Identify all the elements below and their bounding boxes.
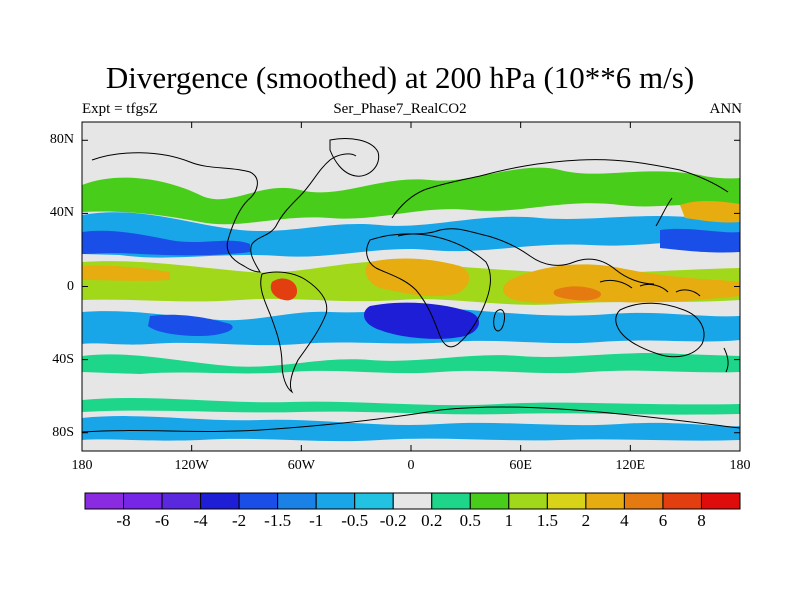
coastline-antarctica [82, 406, 740, 433]
case-label: Ser_Phase7_RealCO2 [333, 101, 467, 117]
band-red-indian [553, 286, 601, 301]
x-tick-label: 120E [615, 458, 646, 473]
colorbar-swatch [623, 492, 664, 510]
y-tick-label: 40S [52, 351, 74, 367]
x-tick-label: 60E [509, 458, 532, 473]
colorbar-swatch [238, 492, 279, 510]
coastline-africa [366, 233, 491, 348]
colorbar-label: 6 [658, 511, 668, 530]
colorbar-label: -6 [154, 511, 170, 530]
band-deepblue-atlantic [364, 302, 480, 339]
coastline-south-america [260, 271, 328, 394]
colorbar [84, 492, 741, 510]
colorbar-label: -0.2 [379, 511, 407, 530]
band-red-southamerica [270, 278, 298, 301]
coastline-japan [655, 197, 673, 227]
coastline-greenland [329, 138, 380, 177]
band-deepblue-north [82, 230, 250, 256]
colorbar-swatch [277, 492, 317, 510]
band-yellow-northeast [680, 201, 740, 223]
colorbar-swatch [585, 492, 625, 510]
coastline-madagascar [493, 309, 505, 332]
band-green-south [82, 353, 740, 374]
colorbar-label: 0.5 [459, 511, 481, 530]
band-green-north [82, 167, 740, 225]
y-tick-label: 0 [67, 278, 74, 294]
band-blue-antarctic [82, 416, 740, 442]
band-orange-africa [365, 258, 470, 297]
y-tick-label: 80N [49, 132, 74, 148]
colorbar-label: 8 [697, 511, 706, 530]
colorbar-label: 1.5 [536, 511, 558, 530]
band-deepblue-pacific [148, 314, 233, 336]
colorbar-swatch [123, 492, 163, 510]
coastline-north-america [91, 152, 357, 273]
colorbar-swatch [662, 492, 702, 510]
colorbar-swatch [315, 492, 356, 510]
colorbar-label: -8 [116, 511, 131, 530]
coastline-indonesia [599, 279, 701, 297]
band-deepblue-north-east [660, 228, 740, 253]
x-tick-label: 60W [287, 458, 315, 473]
colorbar-swatch [431, 492, 471, 510]
colorbar-swatch [546, 492, 587, 510]
axis-ticks [81, 122, 741, 451]
colorbar-label: -4 [193, 511, 208, 530]
plot-title: Divergence (smoothed) at 200 hPa (10**6 … [105, 60, 695, 95]
colorbar-swatch [469, 492, 510, 510]
x-tick-label: 120W [174, 458, 209, 473]
colorbar-swatch [392, 492, 433, 510]
colorbar-swatch [508, 492, 548, 510]
colorbar-swatch [200, 492, 240, 510]
colorbar-label: 0.2 [421, 511, 443, 530]
colorbar-label: 1 [504, 511, 514, 530]
colorbar-swatch [161, 492, 202, 510]
x-tick-label: 180 [729, 458, 751, 473]
colorbar-label: -1 [309, 511, 324, 530]
x-tick-label: 180 [71, 458, 93, 473]
colorbar-swatch [354, 492, 394, 510]
band-orange-pacific [82, 265, 170, 281]
y-tick-label: 80S [52, 424, 74, 440]
colorbar-swatch [84, 492, 125, 510]
x-tick-label: 0 [407, 458, 415, 473]
colorbar-swatch [700, 492, 741, 510]
coastline-new-zealand [723, 347, 729, 373]
colorbar-label: -0.5 [341, 511, 369, 530]
season-label: ANN [709, 101, 743, 117]
coastlines [82, 138, 740, 433]
colorbar-label: -2 [232, 511, 247, 530]
y-tick-label: 40N [49, 205, 74, 221]
colorbar-label: 2 [581, 511, 591, 530]
contour-bands [82, 167, 740, 442]
coastline-eurasia [391, 159, 729, 285]
experiment-label: Expt = tfgsZ [82, 101, 158, 117]
colorbar-label: 4 [620, 511, 629, 530]
colorbar-label: -1.5 [264, 511, 292, 530]
coastline-australia [615, 302, 705, 358]
